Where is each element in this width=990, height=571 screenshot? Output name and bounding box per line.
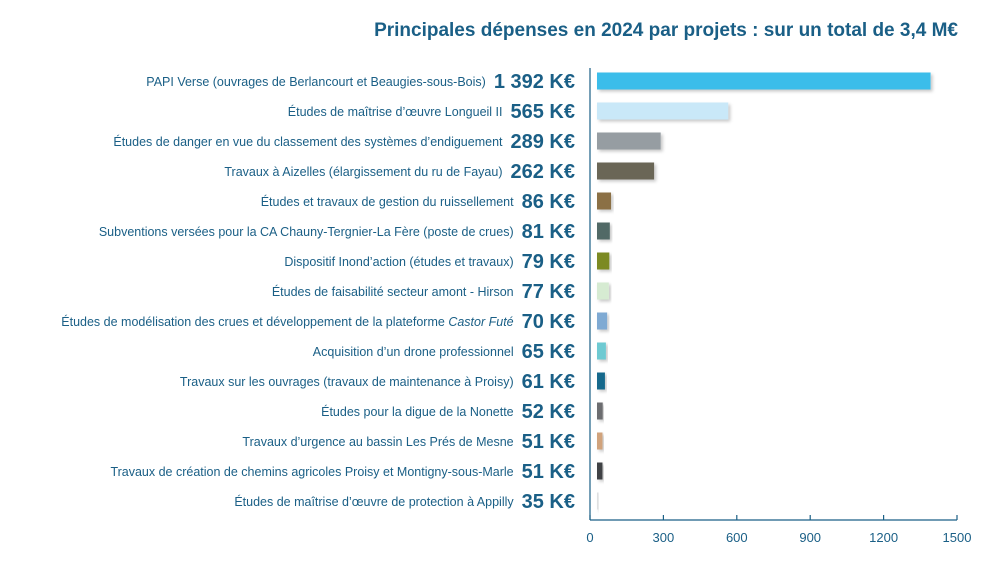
value-label-3: 289 K€ [511, 131, 576, 153]
value-label-14: 51 K€ [522, 461, 575, 483]
bar-8 [597, 282, 609, 300]
category-label-1: PAPI Verse (ouvrages de Berlancourt et B… [146, 75, 486, 89]
value-label-12: 52 K€ [522, 401, 575, 423]
value-label-9: 70 K€ [522, 311, 575, 333]
x-tick-label-3: 600 [726, 530, 748, 545]
category-label-10: Acquisition d’un drone professionnel [313, 345, 514, 359]
bar-6 [597, 222, 610, 240]
value-label-5: 86 K€ [522, 191, 575, 213]
bar-2 [597, 102, 729, 120]
x-tick-label-1: 0 [586, 530, 593, 545]
category-label-12: Études pour la digue de la Nonette [321, 404, 514, 419]
category-label-9: Études de modélisation des crues et déve… [61, 314, 513, 329]
bar-15 [597, 492, 599, 510]
bar-3 [597, 132, 661, 150]
value-label-2: 565 K€ [511, 101, 576, 123]
x-tick-label-6: 1500 [943, 530, 972, 545]
value-label-6: 81 K€ [522, 221, 575, 243]
category-label-7: Dispositif Inond’action (études et trava… [284, 255, 513, 269]
value-label-11: 61 K€ [522, 371, 575, 393]
category-label-15: Études de maîtrise d’œuvre de protection… [234, 494, 514, 509]
bar-1 [597, 72, 931, 90]
bar-12 [597, 402, 603, 420]
bar-7 [597, 252, 610, 270]
bar-4 [597, 162, 655, 180]
bar-9 [597, 312, 608, 330]
chart-title: Principales dépenses en 2024 par projets… [374, 20, 958, 41]
category-label-2: Études de maîtrise d’œuvre Longueil II [288, 104, 503, 119]
category-label-13: Travaux d’urgence au bassin Les Prés de … [242, 435, 513, 449]
x-tick-label-4: 900 [799, 530, 821, 545]
bar-5 [597, 192, 612, 210]
x-tick-label-5: 1200 [869, 530, 898, 545]
category-label-8: Études de faisabilité secteur amont - Hi… [272, 284, 514, 299]
x-tick-label-2: 300 [653, 530, 675, 545]
bar-13 [597, 432, 603, 450]
category-label-3: Études de danger en vue du classement de… [113, 134, 503, 149]
value-label-13: 51 K€ [522, 431, 575, 453]
value-label-8: 77 K€ [522, 281, 575, 303]
value-label-1: 1 392 K€ [494, 71, 575, 93]
value-label-4: 262 K€ [511, 161, 576, 183]
category-label-4: Travaux à Aizelles (élargissement du ru … [224, 165, 502, 179]
bar-11 [597, 372, 605, 390]
category-label-5: Études et travaux de gestion du ruissell… [261, 194, 514, 209]
value-label-10: 65 K€ [522, 341, 575, 363]
category-label-6: Subventions versées pour la CA Chauny-Te… [99, 225, 514, 239]
bar-14 [597, 462, 603, 480]
bar-10 [597, 342, 606, 360]
category-label-14: Travaux de création de chemins agricoles… [110, 465, 513, 479]
value-label-15: 35 K€ [522, 491, 575, 513]
value-label-7: 79 K€ [522, 251, 575, 273]
category-label-11: Travaux sur les ouvrages (travaux de mai… [180, 375, 514, 389]
